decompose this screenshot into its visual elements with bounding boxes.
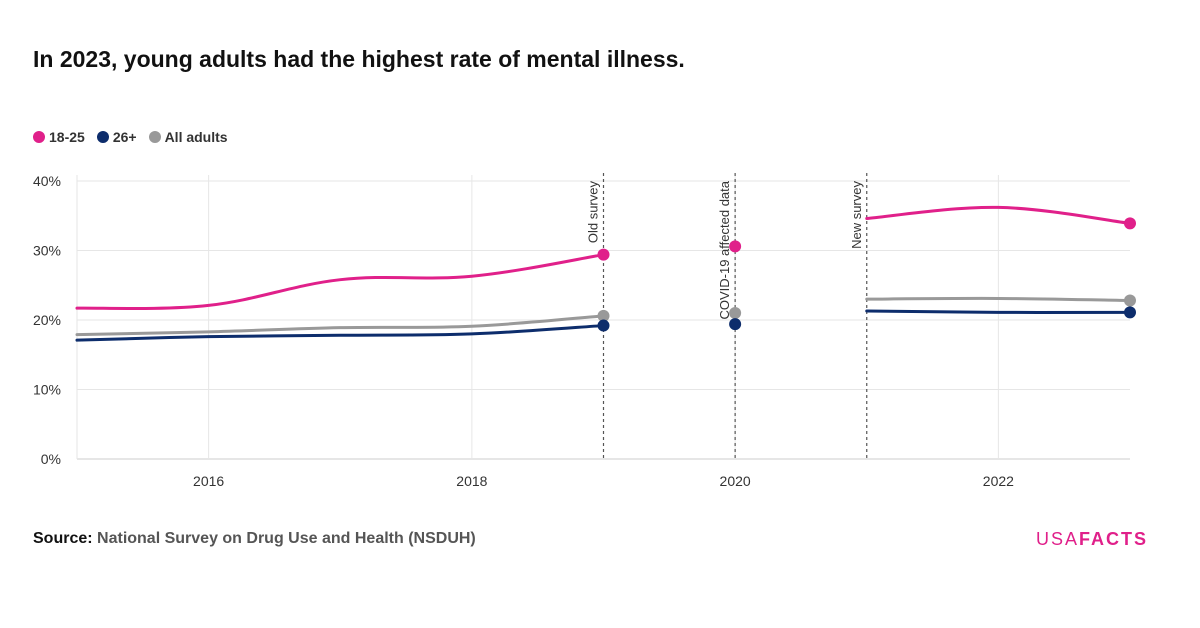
legend-label: 18-25 [49,129,85,145]
series-line-26 [75,324,605,342]
series-line-all-adults [75,314,605,337]
x-tick-label: 2018 [456,473,487,489]
data-point-18-25 [597,248,610,261]
data-point-26 [729,318,742,331]
y-tick-label: 10% [33,382,61,398]
logo-part-usa: USA [1035,529,1079,549]
x-tick-label: 2016 [193,473,224,489]
reference-label: Old survey [586,181,601,244]
legend-swatch [33,131,45,143]
logo-part-facts: FACTS [1078,529,1148,549]
legend-swatch [96,131,109,143]
y-tick-label: 40% [33,173,61,189]
usafacts-logo[interactable]: USAFACTS [1036,529,1148,550]
reference-label: New survey [849,181,864,249]
x-tick-label: 2020 [720,473,751,489]
x-tick-label: 2022 [983,473,1014,489]
data-point-all-adults [597,309,610,322]
series-line-all-adults [865,296,1132,303]
legend-item-all-adults: All adults [148,129,228,145]
series-line-18-25 [75,253,605,311]
legend-label: 26+ [112,129,137,145]
data-point-all-adults [729,307,742,320]
series-line-26 [865,309,1132,314]
legend-item-26: 26+ [96,129,137,145]
data-point-26 [597,319,610,332]
data-point-18-25 [729,240,742,253]
legend-item-18-25: 18-25 [33,129,85,145]
data-point-18-25 [1124,217,1136,230]
source-note: Source: National Survey on Drug Use and … [33,530,476,548]
legend-swatch [148,131,161,143]
reference-label: COVID-19 affected data [717,180,732,319]
series-line-18-25 [865,205,1132,225]
y-tick-label: 0% [41,451,61,467]
source-label: Source: [33,530,93,547]
data-point-26 [1124,306,1136,319]
legend: 18-25 26+ All adults [33,129,228,145]
data-point-all-adults [1124,294,1136,307]
chart-title: In 2023, young adults had the highest ra… [33,46,685,72]
y-tick-label: 30% [33,243,61,259]
source-text: National Survey on Drug Use and Health (… [97,530,476,547]
y-tick-label: 20% [33,312,61,328]
legend-label: All adults [164,129,228,145]
